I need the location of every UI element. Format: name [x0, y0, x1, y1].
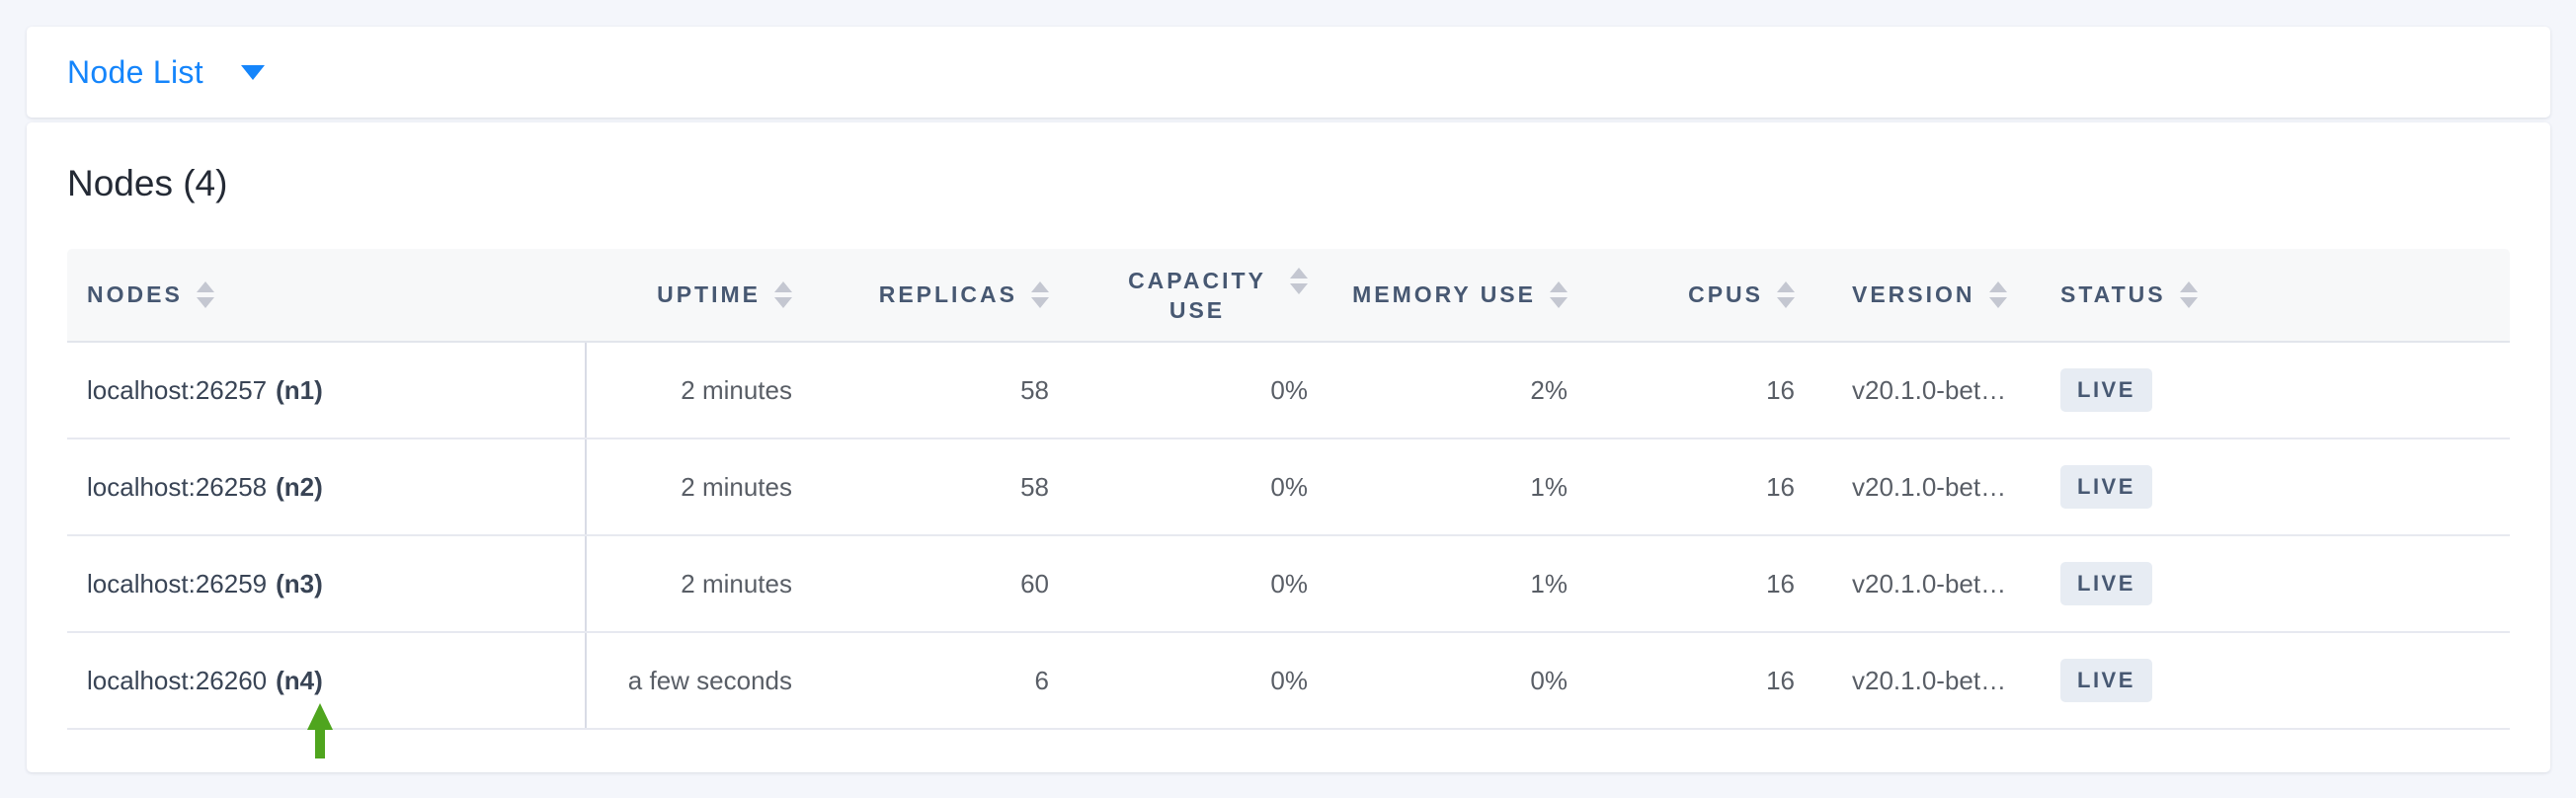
cell-node-address: localhost:26258 (n2) [67, 439, 587, 534]
node-address: localhost:26257 [87, 374, 268, 405]
column-header-label: CAPACITY USE [1128, 267, 1266, 323]
column-header-uptime[interactable]: UPTIME [587, 249, 820, 341]
node-id: (n4) [276, 665, 323, 695]
cell-uptime: 2 minutes [681, 471, 792, 502]
column-header-cpus[interactable]: CPUS [1595, 249, 1822, 341]
cell-memory-use: 1% [1530, 568, 1568, 598]
view-mode-label: Node List [67, 53, 203, 90]
column-header-label: VERSION [1852, 281, 1975, 307]
table-row[interactable]: localhost:26259 (n3) 2 minutes 60 0% 1% … [67, 536, 2510, 633]
column-header-label: STATUS [2060, 281, 2166, 307]
cell-capacity-use: 0% [1270, 471, 1308, 502]
cell-cpus: 16 [1766, 374, 1795, 405]
cell-node-address: localhost:26259 (n3) [67, 536, 587, 631]
node-address: localhost:26259 [87, 568, 268, 598]
cell-status: LIVE [2031, 343, 2510, 438]
sort-icon [196, 281, 214, 308]
sort-icon [1290, 268, 1308, 294]
column-header-nodes[interactable]: NODES [67, 249, 587, 341]
column-header-label: UPTIME [657, 281, 761, 307]
sort-icon [1031, 281, 1049, 308]
cell-replicas: 6 [1034, 665, 1049, 695]
column-header-label: NODES [87, 281, 183, 307]
column-header-capacity-use[interactable]: CAPACITY USE [1077, 249, 1335, 341]
chevron-down-icon [240, 64, 265, 80]
status-badge: LIVE [2060, 465, 2152, 509]
cell-version: v20.1.0-bet… [1852, 374, 2007, 405]
cell-version: v20.1.0-bet… [1852, 665, 2007, 695]
node-id: (n3) [276, 568, 323, 598]
table-header-row: NODES UPTIME REPLICAS CAPACITY USE MEMOR… [67, 249, 2510, 343]
cell-status: LIVE [2031, 439, 2510, 534]
cell-memory-use: 1% [1530, 471, 1568, 502]
column-header-label: REPLICAS [878, 281, 1017, 307]
cell-memory-use: 0% [1530, 665, 1568, 695]
node-id: (n2) [276, 471, 323, 502]
status-badge: LIVE [2060, 368, 2152, 412]
cell-version: v20.1.0-bet… [1852, 471, 2007, 502]
nodes-table: NODES UPTIME REPLICAS CAPACITY USE MEMOR… [67, 249, 2510, 730]
cell-capacity-use: 0% [1270, 374, 1308, 405]
node-address: localhost:26258 [87, 471, 268, 502]
node-address: localhost:26260 [87, 665, 268, 695]
table-body: localhost:26257 (n1) 2 minutes 58 0% 2% … [67, 343, 2510, 730]
cell-node-address: localhost:26257 (n1) [67, 343, 587, 438]
table-row[interactable]: localhost:26257 (n1) 2 minutes 58 0% 2% … [67, 343, 2510, 439]
cell-status: LIVE [2031, 536, 2510, 631]
cell-cpus: 16 [1766, 471, 1795, 502]
column-header-version[interactable]: VERSION [1822, 249, 2031, 341]
cell-replicas: 60 [1020, 568, 1049, 598]
cell-cpus: 16 [1766, 568, 1795, 598]
sort-icon [1777, 281, 1795, 308]
cell-node-address: localhost:26260 (n4) [67, 633, 587, 728]
sort-icon [1988, 281, 2007, 308]
column-header-label: CPUS [1688, 281, 1763, 307]
cell-uptime: 2 minutes [681, 568, 792, 598]
table-row[interactable]: localhost:26258 (n2) 2 minutes 58 0% 1% … [67, 439, 2510, 536]
cell-uptime: 2 minutes [681, 374, 792, 405]
cell-replicas: 58 [1020, 374, 1049, 405]
table-row[interactable]: localhost:26260 (n4) a few seconds 6 0% … [67, 633, 2510, 730]
view-selector-bar: Node List [27, 27, 2550, 118]
nodes-card: Nodes (4) NODES UPTIME REPLICAS CAPACITY… [27, 122, 2550, 772]
sort-icon [2179, 281, 2198, 308]
cell-status: LIVE [2031, 633, 2510, 728]
cell-memory-use: 2% [1530, 374, 1568, 405]
cell-replicas: 58 [1020, 471, 1049, 502]
view-mode-dropdown[interactable]: Node List [67, 27, 265, 118]
cell-uptime: a few seconds [627, 665, 792, 695]
page-title: Nodes (4) [67, 163, 228, 203]
cell-capacity-use: 0% [1270, 568, 1308, 598]
sort-icon [1550, 281, 1568, 308]
cell-version: v20.1.0-bet… [1852, 568, 2007, 598]
cell-capacity-use: 0% [1270, 665, 1308, 695]
cell-cpus: 16 [1766, 665, 1795, 695]
green-arrow-annotation-icon [307, 703, 333, 758]
status-badge: LIVE [2060, 562, 2152, 605]
column-header-replicas[interactable]: REPLICAS [820, 249, 1077, 341]
column-header-memory-use[interactable]: MEMORY USE [1335, 249, 1595, 341]
column-header-label: MEMORY USE [1352, 281, 1536, 307]
sort-icon [774, 281, 792, 308]
node-id: (n1) [276, 374, 323, 405]
status-badge: LIVE [2060, 659, 2152, 702]
column-header-status[interactable]: STATUS [2031, 249, 2510, 341]
